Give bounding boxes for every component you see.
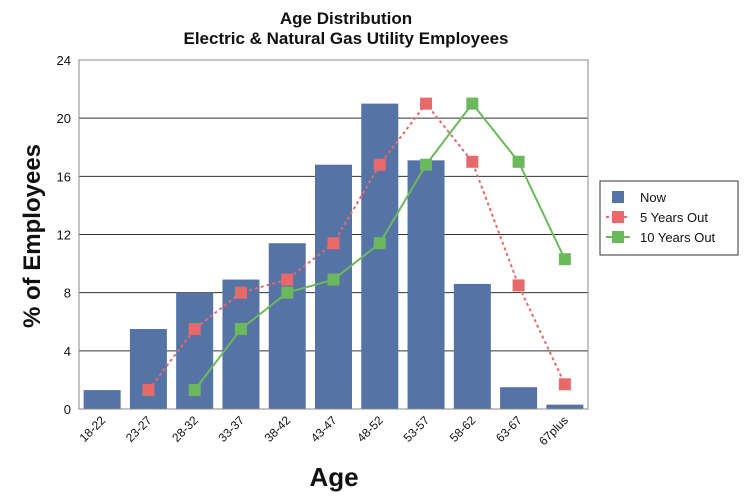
point-5-years-out-38-42 <box>281 273 294 286</box>
point-10-years-out-28-32 <box>188 384 201 397</box>
point-10-years-out-33-37 <box>234 323 247 336</box>
x-axis-label: Age <box>309 462 358 492</box>
point-5-years-out-43-47 <box>327 237 340 250</box>
plot-frame <box>78 59 589 410</box>
legend-swatch-10-years-out <box>612 231 624 243</box>
bar-now-48-52 <box>361 103 399 409</box>
y-tick-0: 0 <box>64 402 71 417</box>
legend-label-10-years-out: 10 Years Out <box>640 230 716 245</box>
point-5-years-out-63-67 <box>512 279 525 292</box>
y-tick-labels: 0 4 8 12 16 20 24 <box>57 53 71 417</box>
point-10-years-out-63-67 <box>512 155 525 168</box>
point-10-years-out-43-47 <box>327 273 340 286</box>
y-tick-12: 12 <box>57 228 71 243</box>
x-tick-28-32: 28-32 <box>169 413 201 445</box>
bar-now-18-22 <box>83 390 121 409</box>
x-tick-63-67: 63-67 <box>493 413 525 445</box>
bar-now-43-47 <box>314 164 353 409</box>
x-tick-38-42: 38-42 <box>262 413 294 445</box>
point-10-years-out-53-57 <box>420 158 433 171</box>
point-5-years-out-33-37 <box>234 286 247 299</box>
x-tick-53-57: 53-57 <box>401 413 433 445</box>
x-tick-18-22: 18-22 <box>77 413 109 445</box>
bar-now-33-37 <box>222 279 260 409</box>
x-tick-23-27: 23-27 <box>123 413 155 445</box>
bar-now-53-57 <box>407 160 445 409</box>
legend-swatch-now <box>612 191 624 203</box>
x-tick-58-62: 58-62 <box>447 413 479 445</box>
bar-now-58-62 <box>453 283 491 409</box>
line-series <box>142 97 571 397</box>
chart-subtitle: Electric & Natural Gas Utility Employees <box>183 29 508 48</box>
point-10-years-out-58-62 <box>466 97 479 110</box>
x-tick-33-37: 33-37 <box>215 413 247 445</box>
bar-now-63-67 <box>500 387 538 409</box>
point-5-years-out-67plus <box>558 378 571 391</box>
x-tick-labels: 18-22 23-27 28-32 33-37 38-42 43-47 48-52 53-57… <box>77 413 571 448</box>
point-10-years-out-38-42 <box>281 286 294 299</box>
x-tick-43-47: 43-47 <box>308 413 340 445</box>
y-tick-24: 24 <box>57 53 71 68</box>
legend-swatch-5-years-out <box>612 211 624 223</box>
y-tick-16: 16 <box>57 169 71 184</box>
y-tick-8: 8 <box>64 286 71 301</box>
point-5-years-out-58-62 <box>466 155 479 168</box>
bar-now-23-27 <box>129 329 167 409</box>
legend: Now 5 Years Out 10 Years Out <box>599 180 739 256</box>
chart-title: Age Distribution <box>280 9 412 28</box>
x-tick-67plus: 67plus <box>536 413 571 448</box>
point-10-years-out-48-52 <box>373 237 386 250</box>
legend-label-5-years-out: 5 Years Out <box>640 210 708 225</box>
point-10-years-out-67plus <box>558 253 571 266</box>
y-axis-label: % of Employees <box>19 144 46 328</box>
point-5-years-out-53-57 <box>420 97 433 110</box>
legend-label-now: Now <box>640 190 667 205</box>
bar-now-38-42 <box>268 243 306 409</box>
point-5-years-out-28-32 <box>188 323 201 336</box>
y-tick-20: 20 <box>57 111 71 126</box>
point-5-years-out-48-52 <box>373 158 386 171</box>
x-tick-48-52: 48-52 <box>354 413 386 445</box>
bar-now-67plus <box>546 404 584 409</box>
point-5-years-out-23-27 <box>142 384 155 397</box>
y-tick-4: 4 <box>64 344 71 359</box>
